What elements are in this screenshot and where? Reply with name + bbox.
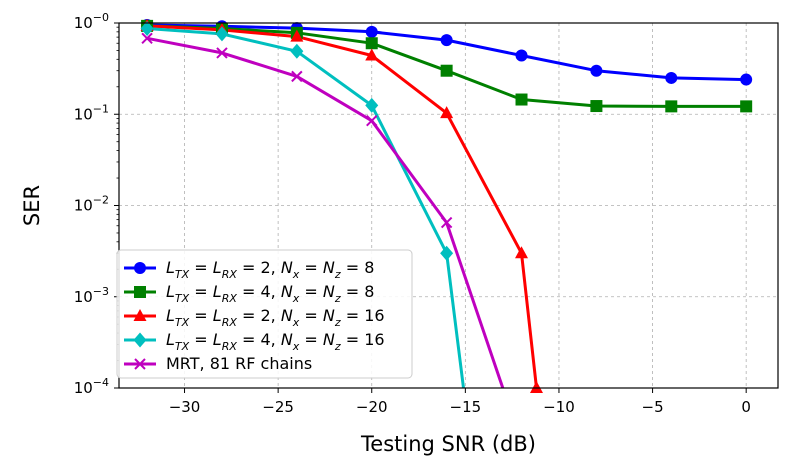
data-point xyxy=(365,97,379,113)
data-point xyxy=(440,216,453,229)
x-tick-label: −20 xyxy=(356,398,388,416)
data-point xyxy=(365,37,378,50)
data-point xyxy=(515,49,528,62)
data-point xyxy=(365,48,379,61)
data-point xyxy=(216,47,228,59)
x-axis-title: Testing SNR (dB) xyxy=(360,432,536,456)
x-tick-label: −15 xyxy=(450,398,482,416)
axis-ticks: −30 −25 −20 −15 −10 −5 0 10−0 10−1 10−2 10−3 10−4 xyxy=(74,11,751,416)
data-point xyxy=(515,246,529,259)
data-point xyxy=(141,32,153,44)
data-point xyxy=(440,34,453,47)
legend-marker xyxy=(133,332,147,348)
y-tick-label: 10−2 xyxy=(74,194,109,215)
legend-box xyxy=(116,249,413,379)
y-tick-label: 10−1 xyxy=(74,102,109,123)
data-point xyxy=(440,64,453,77)
legend-label: LTX = LRX = 2, Nx = Nz = 8 xyxy=(166,258,374,281)
legend-marker xyxy=(134,358,146,370)
data-point xyxy=(291,70,303,83)
data-point xyxy=(440,106,454,119)
y-tick-label: 10−0 xyxy=(74,11,109,32)
x-tick-label: −30 xyxy=(169,398,201,416)
data-point xyxy=(515,93,528,106)
y-tick-label: 10−4 xyxy=(74,376,109,397)
data-point xyxy=(665,71,678,84)
data-point xyxy=(215,26,229,42)
data-point xyxy=(590,64,603,77)
series-markers xyxy=(140,18,753,393)
data-point xyxy=(290,43,304,59)
data-point xyxy=(740,73,753,86)
legend-label: LTX = LRX = 4, Nx = Nz = 8 xyxy=(166,282,374,305)
y-tick-label: 10−3 xyxy=(74,285,109,306)
data-point xyxy=(740,100,753,113)
data-point xyxy=(366,114,378,127)
data-point xyxy=(529,381,543,393)
x-tick-label: −10 xyxy=(543,398,575,416)
data-point xyxy=(290,29,304,42)
x-tick-label: 0 xyxy=(741,398,751,416)
x-tick-label: −5 xyxy=(642,398,664,416)
data-point xyxy=(590,100,603,113)
data-point xyxy=(440,245,454,261)
legend-marker xyxy=(133,309,147,321)
data-point xyxy=(140,21,154,37)
series-line-4 xyxy=(146,27,465,388)
x-tick-label: −25 xyxy=(262,398,294,416)
data-point xyxy=(665,100,678,113)
legend-label: LTX = LRX = 4, Nx = Nz = 16 xyxy=(166,330,385,353)
legend-label: MRT, 81 RF chains xyxy=(166,354,312,373)
y-axis-title: SER xyxy=(20,185,44,226)
legend-label: LTX = LRX = 2, Nx = Nz = 16 xyxy=(166,306,385,329)
data-point xyxy=(365,25,378,38)
legend-marker xyxy=(134,286,146,298)
series-line-5 xyxy=(146,36,505,388)
legend-marker xyxy=(134,262,146,274)
